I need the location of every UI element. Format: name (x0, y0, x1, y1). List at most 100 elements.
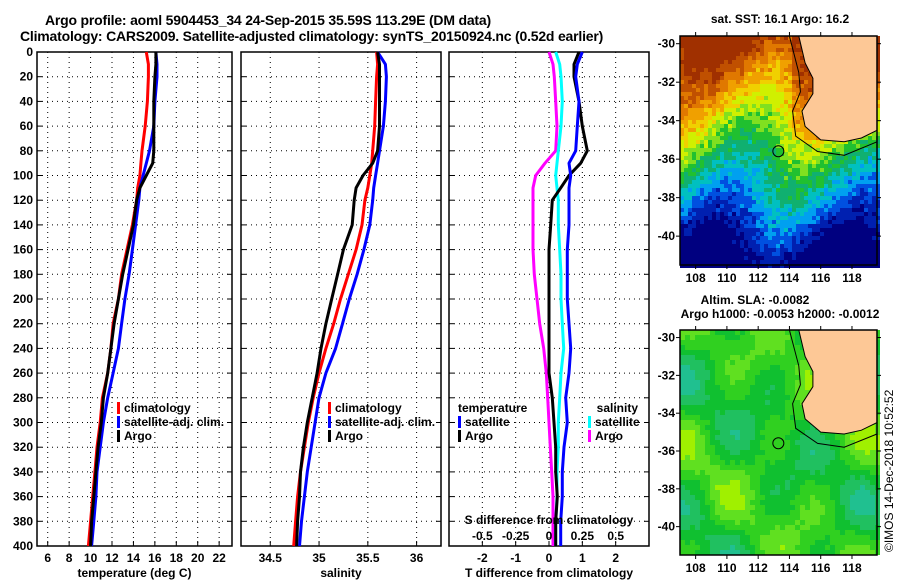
map-cell (725, 390, 730, 395)
map-cell (790, 360, 795, 365)
map-cell (775, 370, 780, 375)
map-cell (872, 160, 876, 164)
map-cell (680, 44, 684, 48)
map-cell (720, 530, 725, 535)
map-cell (824, 200, 828, 204)
map-cell (712, 132, 716, 136)
map-cell (700, 228, 704, 232)
map-cell (770, 350, 775, 355)
map-cell (748, 220, 752, 224)
map-cell (815, 465, 820, 470)
map-cell (716, 48, 720, 52)
map-cell (728, 172, 732, 176)
map-cell (775, 360, 780, 365)
map-cell (760, 252, 764, 256)
map-cell (790, 510, 795, 515)
legend-label: satellite (465, 415, 510, 429)
map-cell (720, 184, 724, 188)
map-cell (750, 475, 755, 480)
map-cell (712, 248, 716, 252)
map-cell (730, 460, 735, 465)
map-cell (756, 64, 760, 68)
map-cell (788, 116, 792, 120)
map-cell (680, 156, 684, 160)
map-cell (795, 450, 800, 455)
map-cell (748, 116, 752, 120)
map-cell (808, 244, 812, 248)
map-cell (800, 540, 805, 545)
map-cell (835, 480, 840, 485)
map-cell (692, 204, 696, 208)
map-cell (685, 480, 690, 485)
map-cell (705, 475, 710, 480)
map-cell (805, 495, 810, 500)
map-cell (715, 510, 720, 515)
map-cell (688, 84, 692, 88)
map-cell (768, 164, 772, 168)
map-cell (812, 212, 816, 216)
map-cell (744, 236, 748, 240)
map-cell (790, 390, 795, 395)
map-cell (808, 88, 812, 92)
map-cell (740, 100, 744, 104)
map-cell (715, 430, 720, 435)
map-cell (844, 208, 848, 212)
map-cell (795, 395, 800, 400)
map-cell (835, 460, 840, 465)
map-cell (755, 430, 760, 435)
map-cell (705, 460, 710, 465)
map-cell (784, 172, 788, 176)
map-cell (752, 236, 756, 240)
map-cell (776, 248, 780, 252)
map-cell (808, 212, 812, 216)
map-cell (748, 176, 752, 180)
map-cell (792, 140, 796, 144)
map-cell (728, 192, 732, 196)
map-cell (688, 248, 692, 252)
map-cell (844, 248, 848, 252)
map-cell (780, 52, 784, 56)
map-cell (805, 470, 810, 475)
map-cell (805, 390, 810, 395)
map-cell (856, 252, 860, 256)
map-cell (692, 80, 696, 84)
map-cell (785, 455, 790, 460)
map-cell (690, 370, 695, 375)
map-cell (704, 244, 708, 248)
map-cell (692, 168, 696, 172)
map-cell (770, 510, 775, 515)
map-cell (840, 248, 844, 252)
map-cell (810, 520, 815, 525)
map-cell (808, 232, 812, 236)
map-cell (792, 228, 796, 232)
map-cell (700, 64, 704, 68)
map-cell (720, 500, 725, 505)
map-cell (752, 128, 756, 132)
map-cell (725, 370, 730, 375)
map-cell (784, 132, 788, 136)
map-cell (712, 84, 716, 88)
map-cell (720, 144, 724, 148)
map-cell (775, 375, 780, 380)
map-cell (716, 116, 720, 120)
map-cell (752, 196, 756, 200)
map-cell (800, 116, 804, 120)
map-cell (680, 470, 685, 475)
map-cell (680, 355, 685, 360)
map-cell (736, 204, 740, 208)
map-cell (876, 224, 880, 228)
map-cell (724, 136, 728, 140)
map-cell (828, 232, 832, 236)
map-cell (835, 515, 840, 520)
map-cell (724, 96, 728, 100)
map-cell (710, 520, 715, 525)
map-cell (788, 64, 792, 68)
map-cell (740, 390, 745, 395)
map-cell (708, 204, 712, 208)
map-cell (708, 208, 712, 212)
map-cell (876, 252, 880, 256)
map-cell (712, 200, 716, 204)
map-cell (870, 515, 875, 520)
map-cell (832, 176, 836, 180)
map-cell (684, 260, 688, 264)
